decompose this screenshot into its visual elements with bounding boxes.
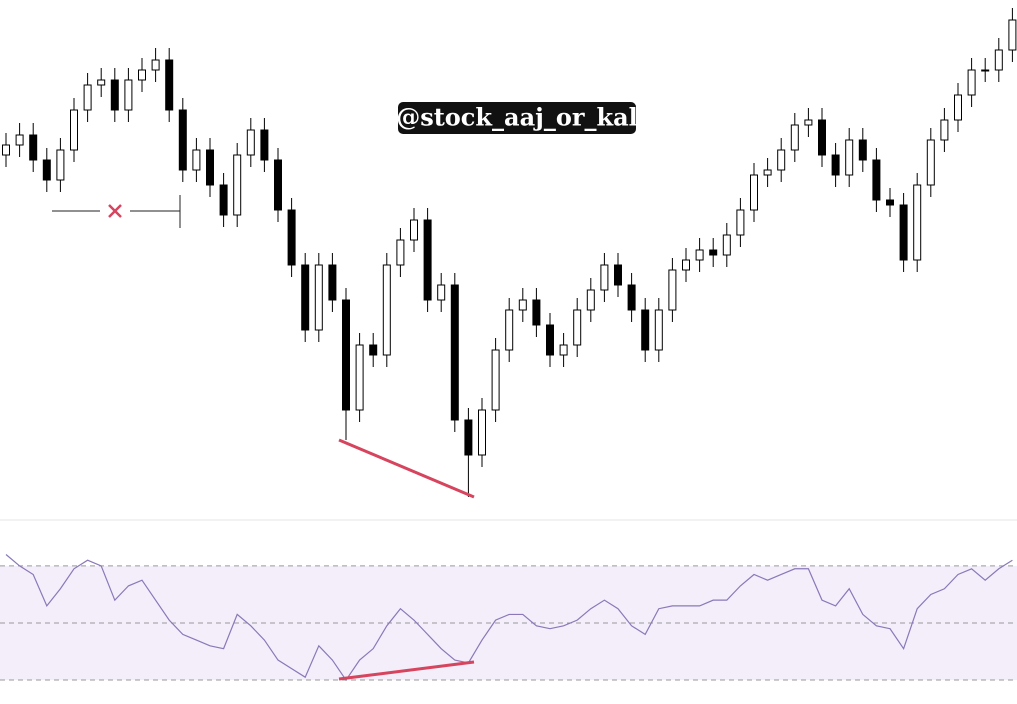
candle-body <box>886 199 894 206</box>
watermark-box <box>398 102 636 134</box>
candle-body <box>614 264 622 286</box>
candle-body <box>15 134 24 146</box>
candle-body <box>165 59 174 111</box>
candle-body <box>940 119 949 141</box>
candle-body <box>559 344 568 356</box>
candle-body <box>654 309 663 351</box>
candle-body <box>246 129 255 156</box>
candle-body <box>138 69 146 81</box>
candle-body <box>178 109 187 171</box>
price-divergence-line <box>338 438 475 499</box>
watermark: @stock_aaj_or_kal <box>396 103 638 132</box>
candle-body <box>274 159 282 211</box>
candle-body <box>750 174 758 211</box>
candle-body <box>42 159 51 181</box>
candle-body <box>954 94 962 121</box>
candle-body <box>573 309 582 346</box>
candle-body <box>192 149 201 171</box>
candle-body <box>518 299 527 311</box>
candle-body <box>818 119 826 156</box>
candle-body <box>831 154 840 176</box>
candle-body <box>858 139 867 161</box>
candle-body <box>600 264 609 291</box>
candle-body <box>994 49 1003 71</box>
candle-body <box>763 169 772 176</box>
candle-body <box>668 269 677 311</box>
candle-body <box>926 139 935 186</box>
rsi-panel <box>0 554 1017 682</box>
candle-body <box>410 219 418 241</box>
candle-body <box>532 299 541 326</box>
candle-body <box>981 69 990 72</box>
candle-body <box>206 149 214 186</box>
candle-body <box>641 309 650 351</box>
candle-body <box>682 259 690 271</box>
candle-body <box>369 344 378 356</box>
candle-body <box>151 59 160 71</box>
candle-body <box>396 239 405 266</box>
candle-body <box>437 284 446 301</box>
candle-body <box>546 324 554 356</box>
candle-body <box>695 249 704 261</box>
candle-body <box>56 149 65 181</box>
candle-body <box>627 284 636 311</box>
candle-body <box>804 119 813 126</box>
candle-body <box>328 264 337 301</box>
cross-marker <box>108 204 122 218</box>
candle-body <box>777 149 786 171</box>
candle-body <box>233 154 242 216</box>
candle-body <box>899 204 908 261</box>
candle-body <box>260 129 269 161</box>
candle-body <box>967 69 976 96</box>
candle-body <box>355 344 364 411</box>
candle-body <box>586 289 595 311</box>
rsi-divergence-line <box>338 660 475 681</box>
candle-body <box>1008 19 1017 51</box>
candle-body <box>219 184 228 216</box>
candle-body <box>845 139 854 176</box>
price-panel <box>2 8 1017 497</box>
candle-body <box>491 349 500 411</box>
candle-body <box>287 209 296 266</box>
candle-body <box>97 79 106 86</box>
candle-body <box>29 134 38 161</box>
candle-body <box>505 309 514 351</box>
candle-body <box>450 284 459 421</box>
candle-body <box>913 184 922 261</box>
bracket-annotation <box>52 195 181 228</box>
candle-body <box>124 79 133 111</box>
candle-body <box>2 144 10 156</box>
rsi-line <box>5 554 1013 682</box>
candle-body <box>464 419 473 456</box>
candle-body <box>314 264 323 331</box>
candle-body <box>382 264 391 356</box>
candle-body <box>722 234 731 256</box>
candle-body <box>478 409 486 456</box>
candle-body <box>790 124 799 151</box>
candle-body <box>301 264 310 331</box>
candle-body <box>110 79 119 111</box>
candle-body <box>83 84 92 111</box>
candle-body <box>342 299 350 411</box>
candle-body <box>736 209 745 236</box>
candle-body <box>70 109 78 151</box>
candle-body <box>709 249 718 256</box>
candle-body <box>423 219 432 301</box>
candle-body <box>872 159 881 201</box>
